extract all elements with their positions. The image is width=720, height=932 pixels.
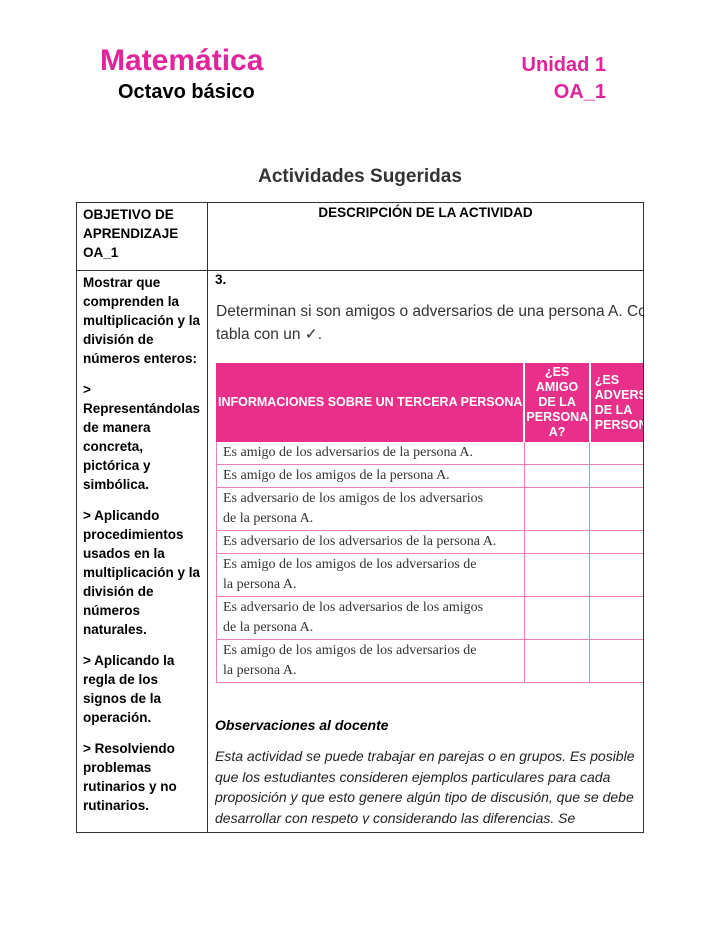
inner-cell (523, 639, 591, 683)
inner-cell: Es adversario de los amigos de los adver… (216, 487, 525, 531)
objective-item: > Resolviendo problemas rutinarios y no … (83, 741, 177, 813)
instruction: Determinan si son amigos o adversarios d… (216, 303, 643, 320)
instruction: tabla con un ✓. (216, 326, 323, 343)
row-line: de la persona A. (223, 511, 314, 526)
inner-cell: Es amigo de los amigos de los adversario… (216, 639, 525, 683)
notes-title: Observaciones al docente (215, 717, 389, 733)
objective-cell: Mostrar que comprenden la multiplicación… (76, 270, 208, 833)
inner-cell: Es adversario de los adversarios de la p… (216, 530, 525, 554)
header-cell: DESCRIPCIÓN DE LA ACTIVIDAD (207, 202, 644, 271)
inner-row: Es amigo de los amigos de los adversario… (216, 553, 643, 597)
inner-row: Es amigo de los adversarios de la person… (216, 441, 643, 465)
inner-header: ¿ES AMIGO DE LA PERSONA A? (523, 363, 591, 442)
notes: Esta actividad se puede trabajar en pare… (215, 748, 635, 824)
subject: Matemática (100, 44, 264, 77)
inner-cell (523, 441, 591, 465)
inner-cell (523, 596, 591, 640)
inner-row: Es adversario de los adversarios de los … (216, 596, 643, 640)
row-line: Es amigo de los amigos de los adversario… (223, 557, 477, 572)
inner-row: Es adversario de los amigos de los adver… (216, 487, 643, 531)
inner-cell (589, 553, 643, 597)
objective-item: > Aplicando procedimientos usados en la … (83, 508, 201, 637)
inner-cell: Es amigo de los amigos de los adversario… (216, 553, 525, 597)
activity-image: Determinan si son amigos o adversarios d… (213, 290, 643, 690)
inner-cell: Es adversario de los adversarios de los … (216, 596, 525, 640)
activity-number: 3. (215, 272, 227, 287)
row-line: Es amigo de los amigos de la persona A. (223, 468, 450, 483)
inner-header: INFORMACIONES SOBRE UN TERCERA PERSONA (216, 363, 526, 442)
inner-header: ¿ES ADVERSARIO DE LA PERSONA A? (589, 363, 643, 442)
row-line: la persona A. (223, 663, 297, 678)
inner-cell: Es amigo de los amigos de la persona A. (216, 464, 525, 488)
objective-item: > Aplicando la regla de los signos de la… (83, 653, 175, 725)
row-line: Es amigo de los adversarios de la person… (223, 445, 473, 460)
row-line: Es adversario de los adversarios de los … (223, 600, 484, 615)
inner-cell (523, 530, 591, 554)
section-title: Actividades Sugeridas (258, 166, 462, 187)
inner-row: Es amigo de los amigos de la persona A. (216, 464, 643, 488)
inner-cell (589, 487, 643, 531)
activity-cell (207, 270, 644, 833)
inner-cell (523, 487, 591, 531)
inner-cell (589, 441, 643, 465)
inner-table: INFORMACIONES SOBRE UN TERCERA PERSONA ¿… (216, 363, 643, 683)
objective-code: OA_1 (553, 81, 606, 103)
inner-cell (589, 639, 643, 683)
row-line: Es adversario de los adversarios de la p… (223, 534, 497, 549)
row-line: de la persona A. (223, 620, 314, 635)
inner-cell (589, 464, 643, 488)
inner-cell (589, 530, 643, 554)
inner-row: Es adversario de los adversarios de la p… (216, 530, 643, 554)
inner-cell: Es amigo de los adversarios de la person… (216, 441, 525, 465)
row-line: Es adversario de los amigos de los adver… (223, 491, 484, 506)
inner-cell (523, 464, 591, 488)
grade: Octavo básico (118, 81, 255, 103)
objective-item: > Representándolas de manera concreta, p… (83, 382, 201, 492)
objective-intro: Mostrar que comprenden la multiplicación… (83, 275, 201, 366)
unit: Unidad 1 (521, 54, 606, 76)
inner-cell (589, 596, 643, 640)
row-line: Es amigo de los amigos de los adversario… (223, 643, 477, 658)
header-cell: OBJETIVO DE APRENDIZAJE OA_1 (76, 202, 208, 271)
row-line: la persona A. (223, 577, 297, 592)
inner-row: Es amigo de los amigos de los adversario… (216, 639, 643, 683)
inner-cell (523, 553, 591, 597)
